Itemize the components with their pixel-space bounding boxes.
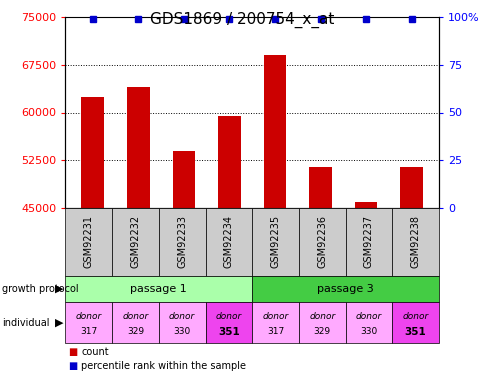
Text: donor: donor	[402, 312, 428, 321]
Bar	[354, 202, 377, 208]
Text: donor: donor	[215, 312, 242, 321]
Text: growth protocol: growth protocol	[2, 284, 79, 294]
Text: 317: 317	[80, 327, 97, 336]
Text: ▶: ▶	[54, 318, 63, 327]
Text: ■: ■	[68, 347, 77, 357]
Text: GSM92231: GSM92231	[84, 215, 93, 268]
Text: 351: 351	[217, 327, 239, 337]
Text: ▶: ▶	[54, 284, 63, 294]
Text: passage 3: passage 3	[317, 284, 373, 294]
Text: GSM92237: GSM92237	[363, 215, 373, 268]
Text: 329: 329	[127, 327, 144, 336]
Text: 329: 329	[313, 327, 330, 336]
Text: percentile rank within the sample: percentile rank within the sample	[81, 361, 246, 371]
Bar	[399, 166, 422, 208]
Bar	[218, 116, 241, 208]
Text: 351: 351	[404, 327, 425, 337]
Text: GSM92235: GSM92235	[270, 215, 280, 268]
Text: GDS1869 / 200754_x_at: GDS1869 / 200754_x_at	[150, 12, 334, 28]
Text: 330: 330	[173, 327, 190, 336]
Text: donor: donor	[308, 312, 334, 321]
Text: donor: donor	[122, 312, 148, 321]
Bar	[127, 87, 150, 208]
Bar	[81, 97, 104, 208]
Text: GSM92233: GSM92233	[177, 215, 187, 268]
Text: count: count	[81, 347, 109, 357]
Text: GSM92232: GSM92232	[130, 215, 140, 268]
Bar	[263, 55, 286, 208]
Text: donor: donor	[169, 312, 195, 321]
Text: 317: 317	[266, 327, 284, 336]
Text: donor: donor	[262, 312, 288, 321]
Text: individual: individual	[2, 318, 50, 327]
Bar	[172, 151, 195, 208]
Text: GSM92236: GSM92236	[317, 215, 327, 268]
Text: passage 1: passage 1	[130, 284, 187, 294]
Text: donor: donor	[355, 312, 381, 321]
Bar	[308, 166, 331, 208]
Text: donor: donor	[76, 312, 102, 321]
Text: ■: ■	[68, 361, 77, 371]
Text: 330: 330	[360, 327, 377, 336]
Text: GSM92234: GSM92234	[224, 215, 233, 268]
Text: GSM92238: GSM92238	[410, 215, 420, 268]
